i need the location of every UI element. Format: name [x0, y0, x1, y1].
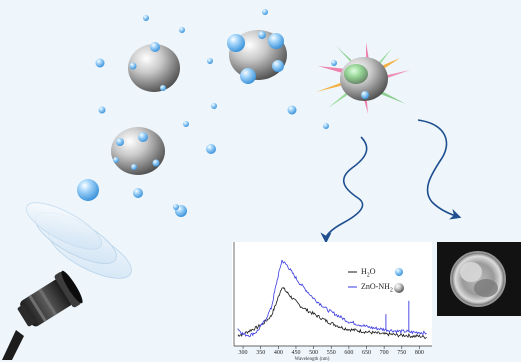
water-droplet-icon: [287, 105, 297, 115]
water-droplet-icon: [262, 9, 268, 15]
x-axis-title: Wavelength (nm): [294, 357, 330, 362]
nanoparticle-cluster-1: [128, 42, 180, 92]
nanoparticle-cluster-2: [227, 30, 287, 84]
legend-label-zno-nh2: ZnO-NH2: [361, 282, 393, 294]
x-tick-label: 350: [256, 350, 266, 356]
water-droplet-icon: [183, 121, 189, 127]
water-droplet-icon: [160, 85, 166, 91]
x-tick-label: 400: [273, 350, 283, 356]
x-tick-label: 500: [309, 350, 319, 356]
water-droplet-icon: [361, 91, 369, 99]
x-tick-label: 750: [397, 350, 407, 356]
water-droplet-icon: [95, 58, 105, 68]
water-droplet-icon: [272, 60, 284, 72]
x-tick-label: 300: [238, 350, 248, 356]
water-droplets: [77, 9, 337, 217]
legend-label-h2o: H2O: [361, 267, 376, 279]
water-droplet-icon: [268, 33, 284, 49]
nanoparticle-icon: [128, 44, 180, 92]
water-droplet-icon: [211, 103, 217, 109]
emitting-nanoparticle: [316, 42, 410, 114]
water-droplet-icon: [98, 106, 106, 114]
water-droplet-icon: [133, 188, 143, 198]
water-droplet-icon: [129, 62, 137, 70]
x-tick-label: 700: [379, 350, 389, 356]
nanoparticle-icon: [394, 283, 404, 293]
water-droplet-icon: [240, 68, 256, 84]
x-tick-label: 600: [344, 350, 354, 356]
tem-micrograph: [437, 242, 521, 316]
x-tick-label: 450: [291, 350, 301, 356]
water-droplet-icon: [173, 204, 179, 210]
wavy-arrow-icon: [417, 119, 462, 220]
series-line-zno-nh2: [237, 259, 427, 338]
water-droplet-icon: [179, 27, 185, 33]
water-droplet-icon: [131, 164, 137, 170]
water-droplet-icon: [152, 159, 160, 167]
lens-icon: [25, 202, 132, 279]
water-droplet-icon: [207, 58, 213, 64]
x-tick-label: 550: [326, 350, 336, 356]
water-droplet-icon: [138, 132, 148, 142]
nanoparticle-cluster-4: [111, 127, 165, 175]
wavy-arrow-icon: [320, 136, 368, 244]
water-droplet-icon: [206, 144, 216, 154]
water-droplet-icon: [331, 60, 337, 66]
water-droplet-icon: [143, 15, 149, 21]
nanoparticle-icon: [111, 127, 165, 175]
water-droplet-icon: [77, 179, 99, 201]
x-tick-label: 650: [362, 350, 371, 356]
green-glow: [344, 64, 368, 84]
legend: [348, 268, 404, 293]
water-droplet-icon: [113, 157, 119, 163]
water-droplet-icon: [116, 138, 124, 146]
water-bubble-icon: [395, 268, 403, 276]
x-tick-label: 800: [414, 350, 424, 356]
led-lamp-icon: [2, 270, 83, 360]
water-droplet-icon: [258, 31, 266, 39]
emission-spectrum-plot: [232, 242, 432, 349]
series-line-h2o: [237, 287, 427, 339]
water-droplet-icon: [150, 42, 160, 52]
water-droplet-icon: [227, 34, 245, 52]
water-droplet-icon: [323, 123, 329, 129]
